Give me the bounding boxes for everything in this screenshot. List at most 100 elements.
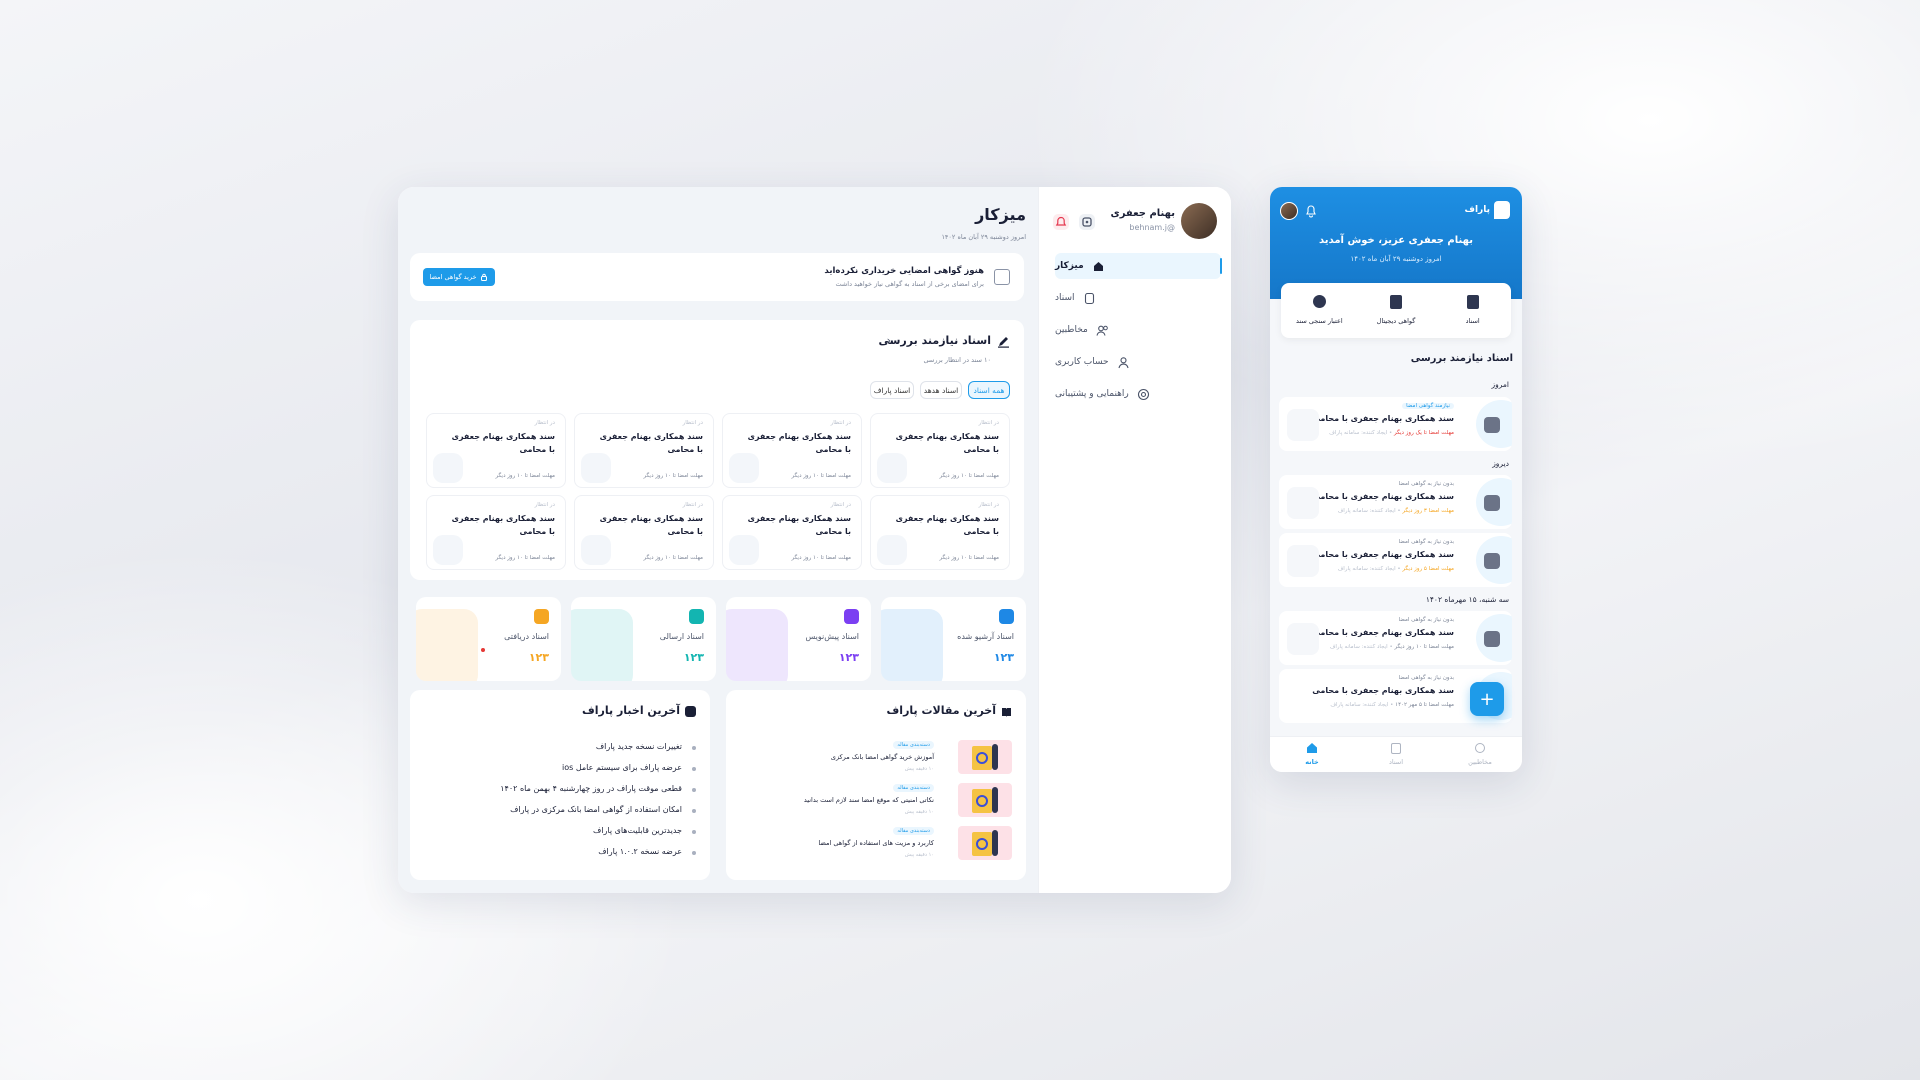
filter-all-documents[interactable]: همه اسناد (968, 381, 1010, 399)
card-tag: بدون نیاز به گواهی امضا (1398, 481, 1455, 487)
shortcut-validation[interactable]: اعتبار سنجی سند (1281, 283, 1358, 338)
article-time: ۱۰ دقیقه پیش (904, 809, 934, 815)
home-icon (1092, 260, 1105, 273)
document-status: در انتظار (830, 420, 851, 426)
stat-decoration (726, 609, 788, 681)
document-title: سند همکاری بهنام جعفری با محامی (895, 432, 999, 454)
card-title: سند همکاری بهنام جعفری با محامی (1312, 550, 1454, 559)
avatar[interactable] (1280, 202, 1298, 220)
document-card[interactable]: در انتظار سند همکاری بهنام جعفری با محامی… (426, 495, 566, 570)
notification-bell-icon[interactable] (1053, 214, 1069, 230)
articles-panel: آخرین مقالات پاراف دسته‌بندی مقاله آموزش … (726, 690, 1026, 880)
document-card[interactable]: در انتظار سند همکاری بهنام جعفری با محامی… (574, 413, 714, 488)
avatar[interactable] (1181, 203, 1217, 239)
nav-contacts[interactable]: مخاطبین (1438, 737, 1522, 772)
mobile-document-card[interactable]: بدون نیاز به گواهی امضا سند همکاری بهنام … (1279, 475, 1512, 529)
article-time: ۱۰ دقیقه پیش (904, 852, 934, 858)
document-title: سند همکاری بهنام جعفری با محامی (747, 514, 851, 536)
certificate-alert: هنوز گواهی امضایی خریداری نکرده‌اید برای… (410, 253, 1024, 301)
news-item[interactable]: تغییرات نسخه جدید پاراف (426, 742, 696, 763)
document-deadline: مهلت امضا تا ۱۰ روز دیگر (495, 555, 555, 561)
review-title: اسناد نیازمند بررسی (878, 334, 991, 347)
shortcut-digital-certificate[interactable]: گواهی دیجیتال (1358, 283, 1435, 338)
stat-value: ۱۲۳ (528, 651, 549, 664)
card-creator: ایجاد کننده: سامانه پاراف (1329, 644, 1388, 650)
document-icon (1476, 614, 1512, 662)
news-item[interactable]: امکان استفاده از گواهی امضا بانک مرکزی د… (426, 805, 696, 826)
certificate-icon (994, 269, 1010, 285)
mobile-section-title: اسناد نیازمند بررسی (1410, 353, 1513, 364)
nav-home[interactable]: خانه (1270, 737, 1354, 772)
stat-decoration (571, 609, 633, 681)
card-meta: مهلت امضا تا ۱۰ روز دیگر • ایجاد کننده: … (1329, 644, 1454, 650)
news-item[interactable]: جدیدترین قابلیت‌های پاراف (426, 826, 696, 847)
document-deadline: مهلت امضا تا ۱۰ روز دیگر (643, 555, 703, 561)
card-creator: ایجاد کننده: سامانه پاراف (1329, 430, 1388, 436)
bottom-navigation: مخاطبین اسناد خانه (1270, 736, 1522, 772)
document-card[interactable]: در انتظار سند همکاری بهنام جعفری با محامی… (870, 495, 1010, 570)
document-card[interactable]: در انتظار سند همکاری بهنام جعفری با محامی… (426, 413, 566, 488)
shortcuts-bar: اسناد گواهی دیجیتال اعتبار سنجی سند (1281, 283, 1511, 338)
stat-decoration (881, 609, 943, 681)
sidebar-item-label: مخاطبین (1055, 325, 1088, 335)
document-title: سند همکاری بهنام جعفری با محامی (895, 514, 999, 536)
shortcut-label: اسناد (1465, 317, 1480, 325)
card-meta: مهلت امضا تا ۵ مهر ۱۴۰۲ • ایجاد کننده: س… (1330, 702, 1454, 708)
sidebar-item-dashboard[interactable]: میزکار (1055, 253, 1222, 279)
welcome-greeting: بهنام جعفری عزیز، خوش آمدید (1319, 235, 1473, 246)
news-item[interactable]: عرضه پاراف برای سیستم عامل ios (426, 763, 696, 784)
paraf-logo: پاراف (1462, 200, 1510, 220)
sidebar-item-account[interactable]: حساب کاربری (1055, 349, 1221, 375)
document-status: در انتظار (682, 502, 703, 508)
document-thumbnail (433, 453, 463, 483)
document-title: سند همکاری بهنام جعفری با محامی (599, 432, 703, 454)
document-status: در انتظار (534, 502, 555, 508)
stat-drafts[interactable]: اسناد پیش‌نویس ۱۲۳ (726, 597, 871, 681)
nav-documents[interactable]: اسناد (1354, 737, 1438, 772)
review-documents-panel: اسناد نیازمند بررسی ‹ ۱۰ سند در انتظار ب… (410, 320, 1024, 580)
card-deadline: مهلت امضا ۵ روز دیگر (1402, 566, 1454, 572)
card-thumbnail (1287, 487, 1319, 519)
document-thumbnail (729, 453, 759, 483)
notification-bell-icon[interactable] (1304, 204, 1318, 218)
stat-archived[interactable]: اسناد آرشیو شده ۱۲۳ (881, 597, 1026, 681)
document-card[interactable]: در انتظار سند همکاری بهنام جعفری با محامی… (722, 413, 862, 488)
sidebar-item-support[interactable]: راهنمایی و پشتیبانی (1055, 381, 1221, 407)
news-item[interactable]: قطعی موقت پاراف در روز چهارشنبه ۴ بهمن م… (426, 784, 696, 805)
mobile-document-card[interactable]: نیازمند گواهی امضا سند همکاری بهنام جعفری… (1279, 397, 1512, 451)
article-thumbnail (958, 740, 1012, 774)
stat-sent[interactable]: اسناد ارسالی ۱۲۳ (571, 597, 716, 681)
document-icon (1083, 292, 1096, 305)
card-title: سند همکاری بهنام جعفری با محامی (1312, 686, 1454, 695)
card-meta: مهلت امضا ۳ روز دیگر • ایجاد کننده: ساما… (1337, 508, 1454, 514)
document-thumbnail (581, 453, 611, 483)
filter-paraf-documents[interactable]: اسناد پاراف (870, 381, 914, 399)
add-document-fab[interactable]: + (1470, 682, 1504, 716)
nav-label: اسناد (1388, 758, 1404, 766)
document-icon (1476, 478, 1512, 526)
document-card[interactable]: در انتظار سند همکاری بهنام جعفری با محامی… (870, 413, 1010, 488)
qr-scan-icon[interactable] (1079, 214, 1095, 230)
document-icon (1476, 536, 1512, 584)
search-validate-icon (1313, 295, 1327, 308)
document-deadline: مهلت امضا تا ۱۰ روز دیگر (939, 555, 999, 561)
stat-received[interactable]: اسناد دریافتی ۱۲۳ (416, 597, 561, 681)
mobile-document-card[interactable]: بدون نیاز به گواهی امضا سند همکاری بهنام … (1279, 533, 1512, 587)
mobile-document-card[interactable]: بدون نیاز به گواهی امضا سند همکاری بهنام … (1279, 611, 1512, 665)
document-card[interactable]: در انتظار سند همکاری بهنام جعفری با محامی… (574, 495, 714, 570)
news-item[interactable]: عرضه نسخه ۱.۰.۲ پاراف (426, 847, 696, 868)
book-icon (1001, 706, 1012, 717)
sidebar-item-contacts[interactable]: مخاطبین (1055, 317, 1221, 343)
buy-certificate-button[interactable]: خرید گواهی امضا (423, 268, 495, 286)
filter-hodhod-documents[interactable]: اسناد هدهد (920, 381, 962, 399)
sidebar-item-documents[interactable]: اسناد (1055, 285, 1221, 311)
article-tag: دسته‌بندی مقاله (893, 741, 934, 749)
chevron-left-icon[interactable]: ‹ (886, 334, 891, 347)
sidebar-item-label: راهنمایی و پشتیبانی (1055, 389, 1129, 399)
shortcut-documents[interactable]: اسناد (1434, 283, 1511, 338)
document-card[interactable]: در انتظار سند همکاری بهنام جعفری با محامی… (722, 495, 862, 570)
card-tag: بدون نیاز به گواهی امضا (1398, 617, 1455, 623)
articles-title: آخرین مقالات پاراف (886, 704, 996, 717)
document-deadline: مهلت امضا تا ۱۰ روز دیگر (495, 473, 555, 479)
mobile-header: پاراف بهنام جعفری عزیز، خوش آمدید امروز … (1270, 187, 1522, 299)
